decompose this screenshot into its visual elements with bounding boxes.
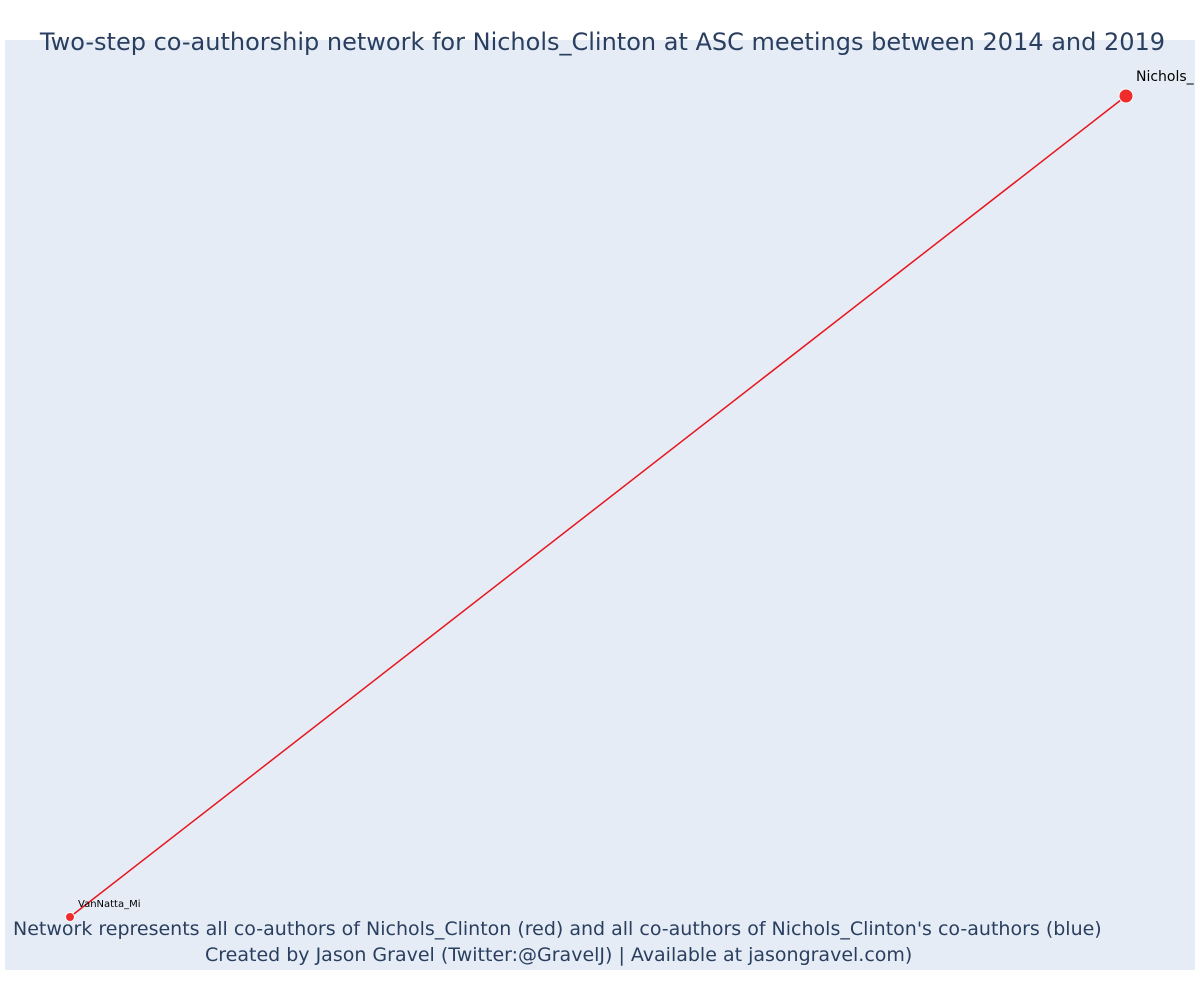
- node-label-nichols: Nichols_: [1136, 69, 1195, 85]
- footer-credit: Created by Jason Gravel (Twitter:@Gravel…: [205, 944, 913, 966]
- node-label-vannatta: VanNatta_Mi: [78, 899, 141, 910]
- node-vannatta[interactable]: [65, 912, 75, 922]
- footer-description: Network represents all co-authors of Nic…: [13, 918, 1102, 940]
- chart-title: Two-step co-authorship network for Nicho…: [39, 28, 1166, 56]
- node-nichols-clinton[interactable]: [1118, 88, 1134, 104]
- edge-nichols-vannatta: [69, 95, 1127, 918]
